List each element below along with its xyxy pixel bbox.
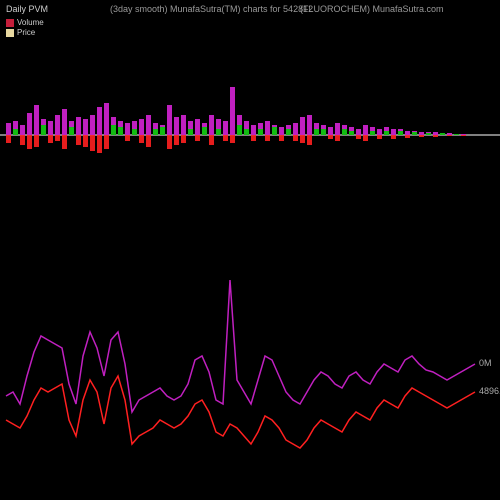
top-chart (0, 80, 500, 190)
legend-item: Price (6, 28, 44, 37)
legend-swatch (6, 19, 14, 27)
axis-label-volume: 0M (479, 358, 492, 368)
legend: VolumePrice (6, 18, 44, 38)
axis-label-price: 4896.40 (479, 386, 500, 396)
legend-label: Volume (17, 18, 44, 27)
title-left: Daily PVM (6, 4, 48, 14)
legend-swatch (6, 29, 14, 37)
title-right: (FLUOROCHEM) MunafaSutra.com (300, 4, 444, 14)
chart-header: Daily PVM (3day smooth) MunafaSutra(TM) … (0, 4, 500, 34)
bottom-chart (0, 260, 500, 460)
legend-label: Price (17, 28, 35, 37)
legend-item: Volume (6, 18, 44, 27)
title-mid: (3day smooth) MunafaSutra(TM) charts for… (110, 4, 313, 14)
